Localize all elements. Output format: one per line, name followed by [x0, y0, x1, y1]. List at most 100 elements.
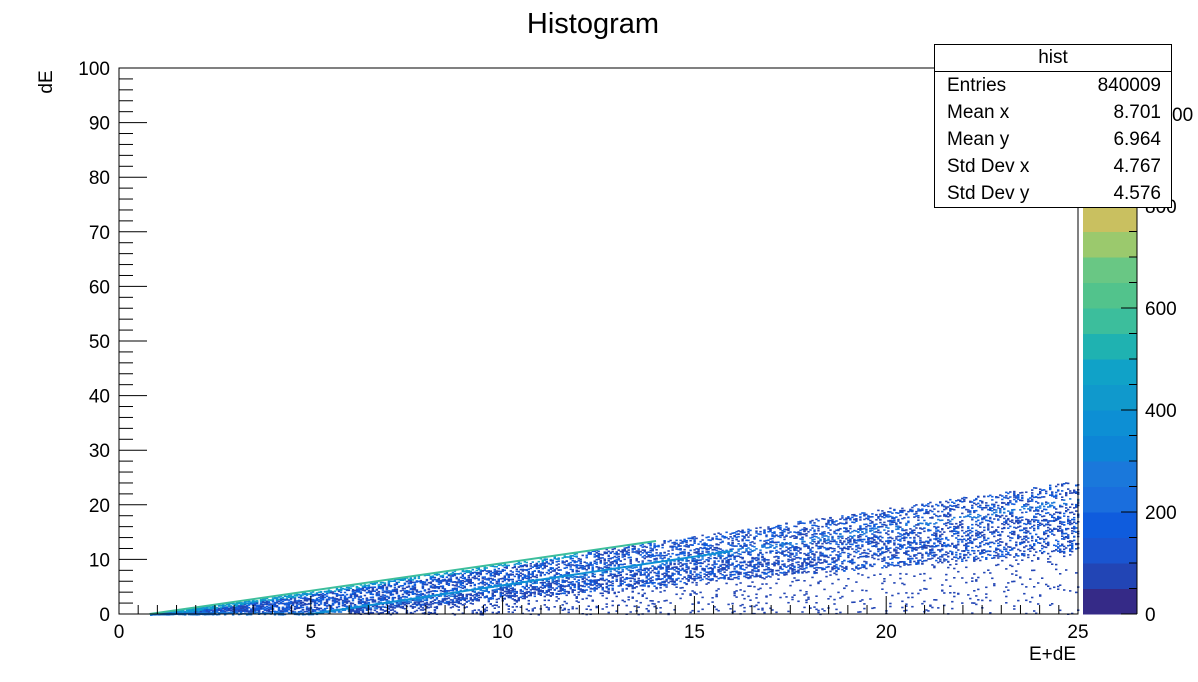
- heatmap-cell: [755, 570, 758, 573]
- heatmap-cell: [215, 607, 219, 610]
- heatmap-cell: [239, 604, 243, 607]
- heatmap-cell: [397, 598, 401, 600]
- heatmap-cell: [425, 603, 429, 605]
- heatmap-cell: [531, 573, 534, 576]
- heatmap-cell: [535, 580, 538, 583]
- heatmap-cell: [615, 578, 618, 581]
- heatmap-cell: [697, 548, 700, 550]
- heatmap-cell: [757, 608, 760, 611]
- heatmap-cell: [587, 563, 590, 566]
- heatmap-cell: [481, 606, 484, 608]
- heatmap-cell: [465, 600, 468, 603]
- heatmap-cell: [717, 609, 720, 612]
- heatmap-cell: [461, 604, 464, 606]
- heatmap-cell: [361, 606, 365, 609]
- heatmap-cell: [233, 607, 237, 609]
- heatmap-cell: [557, 582, 560, 585]
- heatmap-cell: [749, 548, 752, 551]
- heatmap-cell: [399, 578, 403, 581]
- heatmap-cell: [235, 608, 239, 610]
- heatmap-cell: [519, 590, 522, 592]
- heatmap-cell: [703, 544, 706, 547]
- heatmap-cell: [717, 550, 720, 553]
- heatmap-cell: [733, 545, 736, 547]
- heatmap-cell: [367, 591, 371, 594]
- heatmap-cell: [421, 609, 425, 611]
- heatmap-cell: [355, 586, 359, 588]
- heatmap-cell: [599, 574, 602, 576]
- heatmap-cell: [665, 572, 668, 575]
- heatmap-cell: [395, 605, 399, 608]
- heatmap-cell: [389, 592, 393, 594]
- heatmap-cell: [491, 594, 494, 596]
- heatmap-cell: [741, 551, 744, 553]
- heatmap-cell: [561, 581, 564, 584]
- heatmap-cell: [193, 612, 197, 615]
- heatmap-cell: [695, 566, 698, 569]
- heatmap-cell: [335, 601, 339, 603]
- heatmap-cell: [699, 576, 702, 579]
- heatmap-cell: [715, 547, 718, 549]
- heatmap-cell: [267, 608, 271, 611]
- heatmap-cell: [581, 565, 584, 567]
- heatmap-cell: [621, 549, 624, 551]
- heatmap-cell: [577, 584, 580, 587]
- heatmap-cell: [423, 602, 427, 605]
- heatmap-cell: [305, 594, 309, 597]
- heatmap-cell: [365, 591, 369, 594]
- heatmap-cell: [533, 582, 536, 585]
- heatmap-cell: [363, 602, 367, 605]
- heatmap-cell: [679, 551, 682, 554]
- heatmap-cell: [301, 611, 305, 613]
- heatmap-cell: [335, 587, 339, 590]
- heatmap-cell: [517, 570, 520, 573]
- heatmap-cell: [499, 578, 502, 580]
- heatmap-cell: [575, 561, 578, 563]
- heatmap-cell: [761, 583, 764, 585]
- heatmap-cell: [643, 554, 646, 557]
- chart-title: Histogram: [527, 8, 659, 40]
- heatmap-cell: [759, 526, 762, 529]
- heatmap-cell: [485, 606, 488, 609]
- heatmap-cell: [753, 537, 756, 539]
- heatmap-cell: [395, 611, 399, 614]
- heatmap-cell: [585, 578, 588, 581]
- heatmap-cell: [379, 583, 383, 586]
- heatmap-cell: [243, 606, 247, 608]
- heatmap-cell: [685, 558, 688, 561]
- heatmap-cell: [693, 538, 696, 540]
- heatmap-cell: [521, 597, 524, 600]
- heatmap-cell: [605, 570, 608, 573]
- heatmap-cell: [323, 601, 327, 604]
- heatmap-cell: [421, 600, 425, 603]
- heatmap-cell: [365, 606, 369, 609]
- heatmap-cell: [493, 591, 496, 593]
- heatmap-cell: [609, 581, 612, 583]
- heatmap-cell: [279, 595, 283, 597]
- heatmap-cell: [173, 610, 177, 613]
- heatmap-cell: [603, 570, 606, 573]
- heatmap-cell: [257, 612, 261, 615]
- heatmap-cell: [383, 594, 387, 597]
- heatmap-cell: [469, 599, 472, 601]
- heatmap-cell: [535, 600, 538, 602]
- heatmap-cell: [445, 595, 449, 598]
- heatmap-cell: [379, 597, 383, 600]
- heatmap-cell: [347, 600, 351, 602]
- heatmap-cell: [633, 587, 636, 589]
- heatmap-cell: [419, 606, 423, 608]
- heatmap-cell: [717, 532, 720, 534]
- heatmap-cell: [253, 612, 257, 614]
- heatmap-cell: [325, 593, 329, 595]
- heatmap-cell: [395, 592, 399, 595]
- heatmap-cell: [579, 564, 582, 567]
- heatmap-cell: [691, 537, 694, 540]
- heatmap-cell: [329, 605, 333, 607]
- heatmap-cell: [689, 549, 692, 552]
- heatmap-cell: [293, 596, 297, 598]
- heatmap-cell: [751, 556, 754, 559]
- heatmap-cell: [303, 596, 307, 598]
- heatmap-cell: [293, 608, 297, 611]
- heatmap-cell: [713, 573, 716, 576]
- heatmap-cell: [413, 586, 417, 588]
